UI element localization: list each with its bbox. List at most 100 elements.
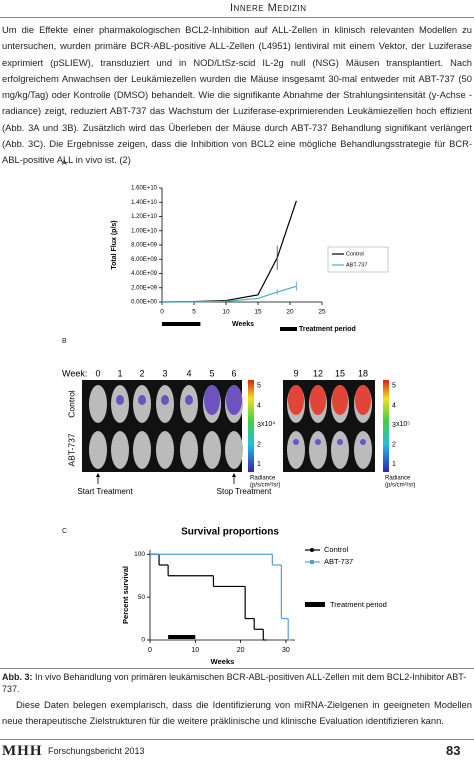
colorbar-tick: 1 (392, 461, 396, 468)
y-tick-label: 4.00E+09 (131, 271, 158, 277)
scale-label: x10⁵ (396, 421, 410, 428)
treatment-legend (305, 602, 325, 607)
x-tick-label: 0 (148, 647, 152, 654)
y-tick-label: 50 (138, 594, 146, 601)
x-tick-label: 10 (222, 309, 230, 316)
annotation: Stop Treatment (217, 487, 272, 496)
colorbar-tick: 1 (257, 461, 261, 468)
y-tick-label: 2.00E+09 (131, 285, 158, 291)
treatment-bar (162, 322, 201, 326)
arrow-head (96, 473, 100, 477)
colorbar-tick: 3 (392, 422, 396, 429)
legend-marker (310, 560, 314, 564)
signal (204, 385, 220, 415)
colorbar-tick: 5 (392, 383, 396, 390)
colorbar (248, 380, 254, 472)
week-number: 15 (335, 368, 345, 378)
x-axis-label: Weeks (211, 657, 235, 666)
data-line (161, 285, 297, 303)
colorbar (383, 380, 389, 472)
radiance-label: Radiance (385, 476, 411, 482)
paragraph: Um die Effekte einer pharmakologischen B… (2, 24, 472, 166)
treatment-label: Treatment period (330, 600, 387, 609)
row-label: ABT-737 (66, 433, 76, 466)
colorbar-tick: 4 (392, 402, 396, 409)
caption: Abb. 3: In vivo Behandlung von primären … (2, 671, 472, 695)
colorbar-tick: 2 (257, 441, 261, 448)
signal (226, 385, 242, 415)
scale-label: x10⁴ (261, 421, 275, 428)
data-line (161, 200, 297, 303)
radiance-label: Radiance (250, 476, 276, 482)
signal (185, 395, 193, 405)
y-tick-label: 100 (134, 551, 145, 558)
x-tick-label: 30 (282, 647, 290, 654)
legend-label: ABT-737 (324, 557, 353, 566)
y-tick-label: 6.00E+09 (131, 257, 158, 263)
mouse-image (180, 431, 198, 469)
week-number: 9 (293, 368, 298, 378)
signal (138, 395, 146, 405)
week-number: 18 (358, 368, 368, 378)
footer-text: Forschungsbericht 2013 (48, 746, 145, 756)
mouse-image (203, 431, 221, 469)
header-bar (0, 0, 474, 18)
treatment-label: Treatment period (299, 326, 356, 333)
chart: 0.00E+00 2.00E+09 4.00E+09 6.00E+09 8.00E+09… (111, 186, 389, 333)
mouse-image (309, 431, 327, 469)
mouse-image (331, 431, 349, 469)
x-tick-label: 20 (286, 309, 294, 316)
signal (355, 385, 371, 415)
imaging-figure: Week: 0 1 2 3 4 5 654321x10⁴Radiance(p/s/cm²/sr… (62, 368, 415, 496)
footer-rule (0, 739, 474, 740)
mouse-image (89, 431, 107, 469)
header-title: Innere Medizin (230, 2, 307, 14)
week-number: 2 (139, 368, 144, 378)
legend-label: Control (346, 251, 364, 257)
page-number: 83 (446, 743, 461, 758)
x-axis-label: Weeks (232, 321, 254, 328)
mouse-image (287, 431, 305, 469)
week-number: 4 (186, 368, 191, 378)
mouse-image (111, 431, 129, 469)
y-axis-label: Total Flux (p/s) (111, 220, 118, 269)
y-tick-label: 1.20E+10 (131, 214, 158, 220)
signal (288, 385, 304, 415)
signal (332, 385, 348, 415)
y-axis-label: Percent survival (121, 566, 130, 624)
footer-logo: MHH (2, 743, 43, 759)
week-number: 0 (95, 368, 100, 378)
y-tick-label: 0.00E+00 (131, 300, 158, 306)
week-label: Week: (62, 368, 87, 378)
x-tick-label: 15 (254, 309, 262, 316)
panel-label: C (62, 528, 68, 535)
mouse-image (354, 431, 372, 469)
x-tick-label: 10 (191, 647, 199, 654)
signal (310, 385, 326, 415)
mouse-image (156, 431, 174, 469)
mouse-image (89, 385, 107, 423)
week-number: 12 (313, 368, 323, 378)
legend-marker (310, 548, 314, 552)
caption-text: In vivo Behandlung von primären leukämis… (2, 672, 467, 694)
y-tick-label: 1.40E+10 (131, 200, 158, 206)
colorbar-tick: 5 (257, 383, 261, 390)
radiance-label: (p/s/cm²/sr) (250, 483, 280, 489)
signal (293, 439, 299, 445)
x-tick-label: 5 (192, 309, 196, 316)
legend-label: Control (324, 545, 349, 554)
y-tick-label: 1.00E+10 (131, 228, 158, 234)
panel-label: A (62, 160, 67, 167)
annotation: Start Treatment (77, 487, 133, 496)
signal (337, 439, 343, 445)
week-number: 1 (117, 368, 122, 378)
legend-label: ABT-737 (346, 262, 367, 268)
signal (116, 395, 124, 405)
radiance-label: (p/s/cm²/sr) (385, 483, 415, 489)
colorbar-tick: 2 (392, 441, 396, 448)
chart-title: Survival proportions (181, 527, 279, 538)
x-tick-label: 0 (160, 309, 164, 316)
week-number: 3 (162, 368, 167, 378)
mouse-image (133, 431, 151, 469)
